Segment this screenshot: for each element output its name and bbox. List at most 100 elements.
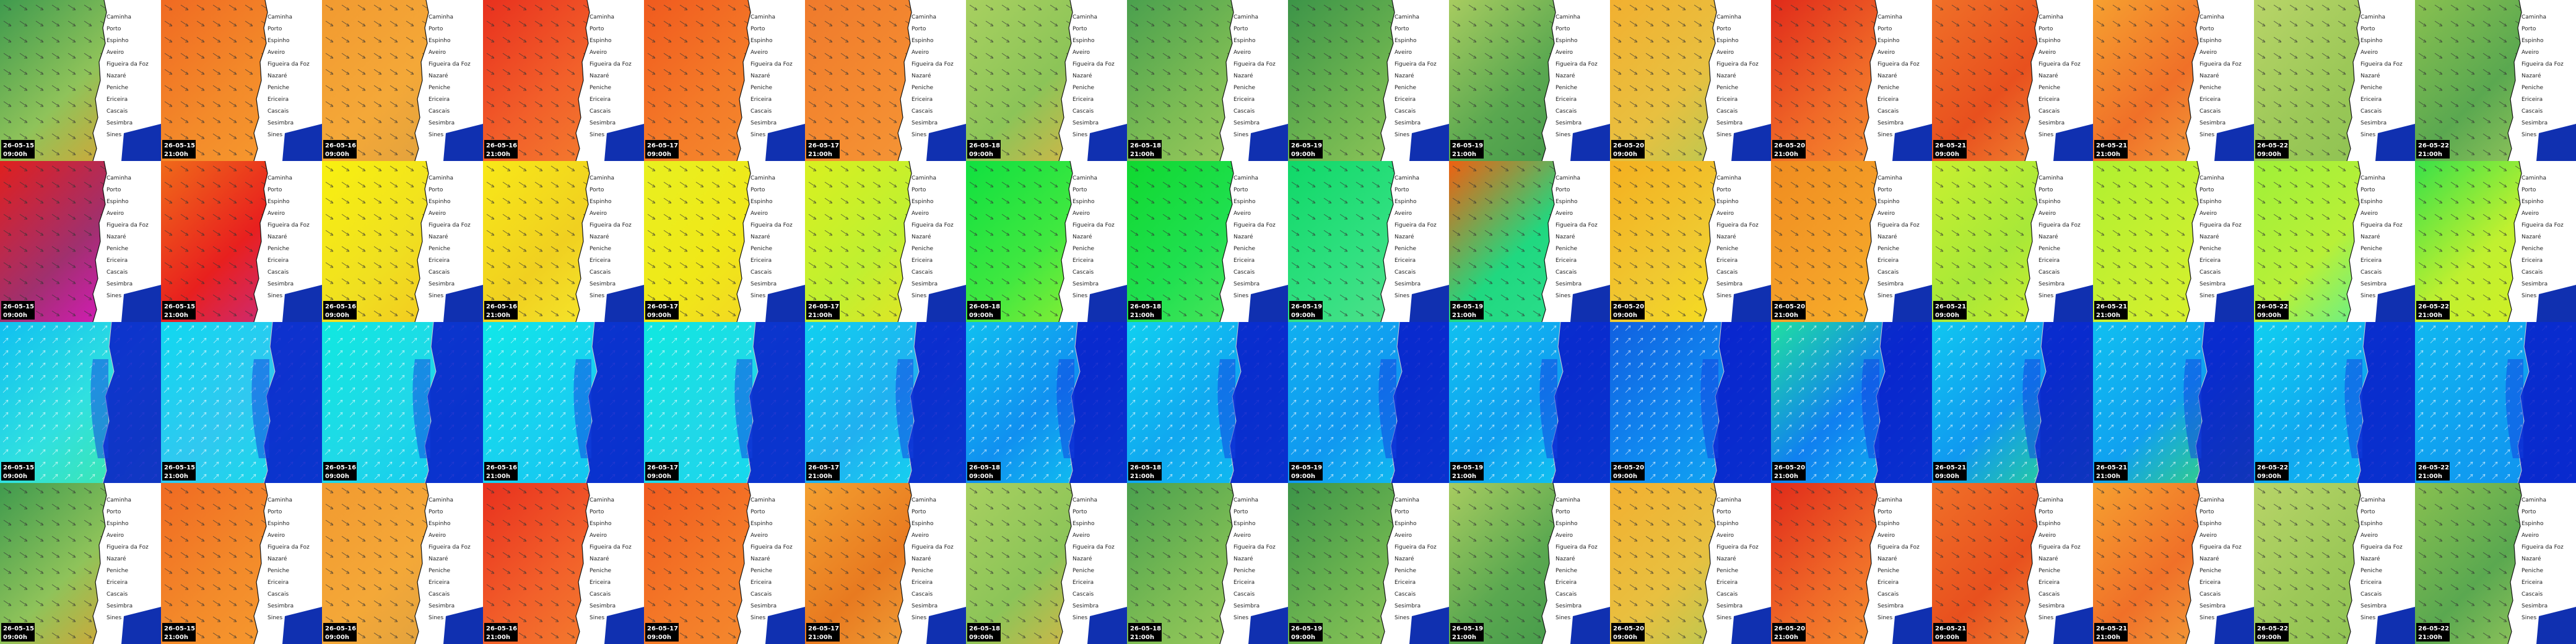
place-label: Peniche — [2039, 246, 2061, 252]
date-label: 26-05-22 — [2257, 625, 2288, 632]
coastline — [1863, 160, 1878, 323]
place-label: Espinho — [590, 521, 612, 527]
place-label: Peniche — [590, 246, 612, 252]
place-label: Espinho — [268, 199, 290, 205]
coastline — [92, 482, 107, 644]
land — [1059, 161, 1127, 322]
place-label: Sines — [2361, 615, 2375, 621]
place-label: Peniche — [1073, 568, 1095, 574]
coastline — [2185, 482, 2200, 644]
place-label: Aveiro — [912, 211, 929, 217]
date-label: 26-05-21 — [1935, 142, 1966, 149]
place-label: Peniche — [912, 85, 934, 91]
deep-water — [2536, 607, 2576, 644]
place-label: Porto — [1878, 187, 1892, 193]
place-label: Sines — [1234, 132, 1248, 138]
place-label: Aveiro — [2522, 533, 2539, 539]
time-label: 09:00h — [1935, 151, 1959, 158]
place-label: Sesimbra — [1073, 281, 1099, 287]
land — [93, 483, 161, 644]
place-label: Cascais — [1717, 269, 1738, 276]
place-label: Aveiro — [590, 533, 607, 539]
place-label: Aveiro — [912, 50, 929, 56]
place-label: Peniche — [590, 85, 612, 91]
place-label: Sines — [1556, 132, 1570, 138]
place-label: Cascais — [751, 108, 772, 115]
place-label: Ericeira — [1717, 97, 1738, 103]
time-label: 21:00h — [808, 634, 832, 641]
place-label: Peniche — [2522, 85, 2544, 91]
place-label: Porto — [2039, 187, 2053, 193]
coastline — [1541, 160, 1556, 323]
place-label: Sines — [2039, 293, 2053, 299]
time-label-box — [1933, 140, 1967, 159]
date-label: 26-05-19 — [1452, 303, 1483, 310]
time-label: 21:00h — [1452, 312, 1476, 319]
place-label: Figueira da Foz — [1234, 544, 1276, 550]
place-label: Sesimbra — [429, 281, 455, 287]
date-label: 26-05-15 — [164, 303, 195, 310]
deep-water — [2375, 124, 2415, 161]
place-label: Porto — [2522, 187, 2536, 193]
deep-water — [2053, 124, 2093, 161]
place-label: Cascais — [1073, 108, 1094, 115]
place-label: Nazaré — [268, 233, 287, 240]
place-label: Caminha — [1717, 497, 1741, 503]
map-tile: 26-05-16 09:00h — [322, 321, 483, 484]
date-label: 26-05-21 — [1935, 464, 1966, 471]
coastline — [1219, 0, 1234, 162]
place-label: Aveiro — [1717, 50, 1734, 56]
map-tile: 26-05-17 09:00h — [644, 321, 805, 484]
place-label: Sesimbra — [2522, 120, 2548, 126]
map-tile: Caminha Porto Espinho Aveiro Figueira da Foz… — [805, 160, 966, 323]
place-label: Peniche — [268, 85, 290, 91]
place-label: Sesimbra — [268, 281, 294, 287]
coastline — [1702, 0, 1717, 162]
place-label: Caminha — [1395, 175, 1419, 181]
time-label: 09:00h — [2257, 634, 2281, 641]
place-label: Sines — [2039, 615, 2053, 621]
place-label: Nazaré — [268, 72, 287, 79]
place-label: Aveiro — [1073, 50, 1090, 56]
place-label: Sines — [1234, 293, 1248, 299]
land — [93, 0, 161, 161]
map-tile: Caminha Porto Espinho Aveiro Figueira da Foz… — [1610, 160, 1771, 323]
time-label: 09:00h — [1935, 473, 1959, 480]
place-label: Peniche — [1073, 246, 1095, 252]
time-label: 21:00h — [164, 473, 188, 480]
deep-water — [765, 607, 805, 644]
place-label: Cascais — [1878, 269, 1899, 276]
coastline — [1702, 160, 1717, 323]
place-label: Peniche — [1717, 568, 1739, 574]
time-label-box — [323, 140, 357, 159]
place-label: Espinho — [1878, 38, 1900, 44]
place-label: Sines — [751, 293, 765, 299]
land — [415, 483, 483, 644]
date-label: 26-05-19 — [1291, 464, 1322, 471]
blue-patch — [1217, 359, 1235, 458]
place-label: Cascais — [1234, 108, 1255, 115]
place-label: Figueira da Foz — [2039, 544, 2081, 550]
date-label: 26-05-18 — [1130, 142, 1161, 149]
place-label: Cascais — [1073, 591, 1094, 598]
place-label: Sines — [107, 132, 121, 138]
place-label: Figueira da Foz — [2200, 61, 2242, 67]
place-label: Sesimbra — [1717, 603, 1743, 609]
time-label-box — [162, 462, 196, 481]
time-label: 21:00h — [1774, 312, 1798, 319]
land — [415, 0, 483, 161]
blue-patch — [573, 359, 591, 458]
place-label: Aveiro — [2361, 533, 2378, 539]
place-label: Porto — [590, 187, 604, 193]
land — [1059, 0, 1127, 161]
place-label: Cascais — [912, 269, 933, 276]
land — [2025, 0, 2093, 161]
place-label: Sines — [107, 293, 121, 299]
deep-water — [1248, 124, 1288, 161]
time-label-box — [967, 301, 1001, 320]
time-label: 09:00h — [325, 634, 349, 641]
time-label-box — [1772, 301, 1806, 320]
place-label: Cascais — [268, 108, 289, 115]
time-label: 09:00h — [325, 151, 349, 158]
place-label: Peniche — [1878, 85, 1900, 91]
